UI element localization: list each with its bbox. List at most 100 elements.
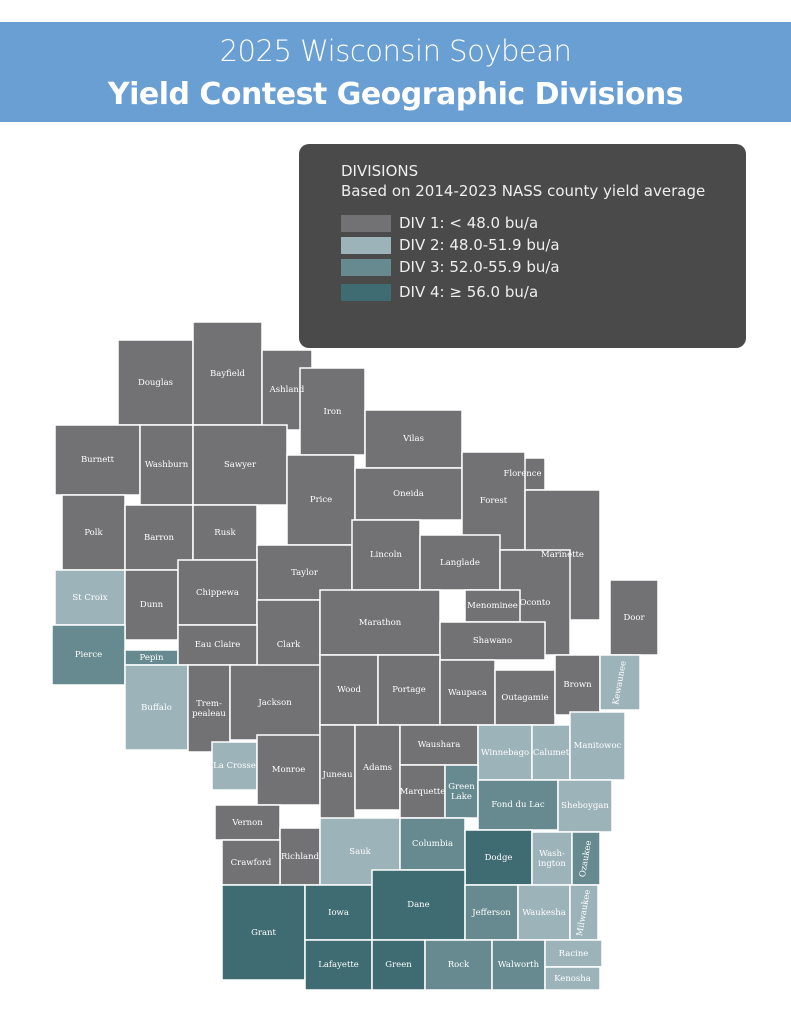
county-label: Fond du Lac [491,800,545,810]
county-washington [531,831,573,886]
county-barron [124,504,194,571]
county-label: Chippewa [196,587,239,598]
county-label: Eau Claire [194,640,241,650]
county-label: Brown [563,680,592,690]
county-label: Dunn [139,600,164,610]
county-label: Lincoln [370,550,402,560]
county-label: Buffalo [141,702,172,713]
county-lafayette [304,939,373,991]
county-label: Jackson [258,697,292,708]
county-label: Green [385,960,412,970]
county-racine [544,939,603,968]
legend-swatch [341,214,391,232]
county-label: Portage [392,685,426,695]
county-kewaunee [599,654,641,711]
county-stcroix [54,569,126,626]
county-label: Dodge [484,852,513,863]
county-label: Douglas [138,377,173,388]
county-label: St Croix [72,592,108,603]
county-label: Sawyer [223,460,257,470]
county-label: Waushara [417,740,461,750]
county-calumet [531,724,571,781]
county-ozaukee [571,831,601,886]
county-label: Lafayette [318,960,359,970]
county-burnett [54,424,141,496]
county-jackson [229,664,321,741]
county-label: Door [623,612,645,623]
county-monroe [256,734,321,806]
county-label: Calumet [532,747,570,758]
legend-label: DIV 1: < 48.0 bu/a [399,214,539,232]
county-label: Marinette [541,550,584,560]
county-menominee [464,589,521,623]
legend-item-div2: DIV 2: 48.0-51.9 bu/a [341,236,560,254]
county-label: Forest [479,496,508,506]
county-label: Marquette [399,786,446,797]
county-label: Pepin [139,652,164,663]
county-kenosha [544,966,601,991]
county-sheboygan [557,779,613,833]
county-grant [221,884,306,981]
county-portage [377,654,441,726]
county-brown [554,654,601,716]
county-label: Wood [337,685,361,695]
legend-item-div4: DIV 4: ≥ 56.0 bu/a [341,283,538,301]
county-shawano [439,621,546,661]
county-label: Green Lake [448,781,475,802]
title-banner: 2025 Wisconsin Soybean Yield Contest Geo… [0,22,791,122]
county-winnebago [477,724,533,781]
county-label: Ashland [269,385,305,395]
county-label: Winnebago [480,747,530,758]
legend-label: DIV 2: 48.0-51.9 bu/a [399,236,560,254]
county-label: Adams [362,762,393,773]
county-label: Menominee [467,601,518,611]
county-label: Grant [251,927,276,938]
county-label: Bayfield [210,368,245,379]
county-langlade [419,534,501,591]
county-lincoln [351,519,421,591]
county-label: Oconto [519,597,551,608]
county-label: Washburn [144,460,189,470]
county-dunn [124,569,179,641]
county-label: Waukesha [522,907,566,918]
county-label: Sheboygan [561,801,609,811]
county-rusk [192,504,258,561]
county-trempealeau [187,664,231,753]
county-green [371,939,426,991]
county-label: Sauk [349,846,371,857]
county-label: Walworth [497,960,540,970]
county-label: Jefferson [472,907,511,918]
county-label: Richland [280,851,320,862]
county-label: Rock [447,960,470,970]
county-milwaukee [569,884,599,941]
county-label: Juneau [322,770,353,780]
county-door [609,579,659,656]
county-label: Rusk [214,527,236,538]
legend-item-div3: DIV 3: 52.0-55.9 bu/a [341,258,560,276]
county-label: Iron [323,406,342,417]
legend-swatch [341,283,391,301]
county-label: Waupaca [448,687,487,698]
legend-subtitle: Based on 2014-2023 NASS county yield ave… [341,182,706,200]
county-label: Crawford [230,857,272,868]
legend-swatch [341,258,391,276]
county-label: Kenosha [554,973,591,984]
county-label: Burnett [80,455,115,465]
title-line-1: 2025 Wisconsin Soybean [219,34,572,68]
county-label: Manitowoc [573,741,622,751]
legend-title: DIVISIONS [341,162,419,180]
county-label: Clark [276,640,301,650]
county-iowa [304,884,373,941]
county-label: Racine [558,948,589,959]
county-label: Wash- ington [538,848,566,869]
county-label: Vilas [403,434,424,444]
county-label: Polk [84,527,103,538]
county-columbia [399,817,466,871]
county-marathon [319,589,441,656]
county-waukesha [517,884,571,941]
county-vernon [214,804,281,841]
county-label: Vernon [232,817,263,828]
county-label: Florence [503,469,542,479]
county-label: Trem- pealeau [192,698,226,719]
county-label: La Crosse [213,761,256,771]
